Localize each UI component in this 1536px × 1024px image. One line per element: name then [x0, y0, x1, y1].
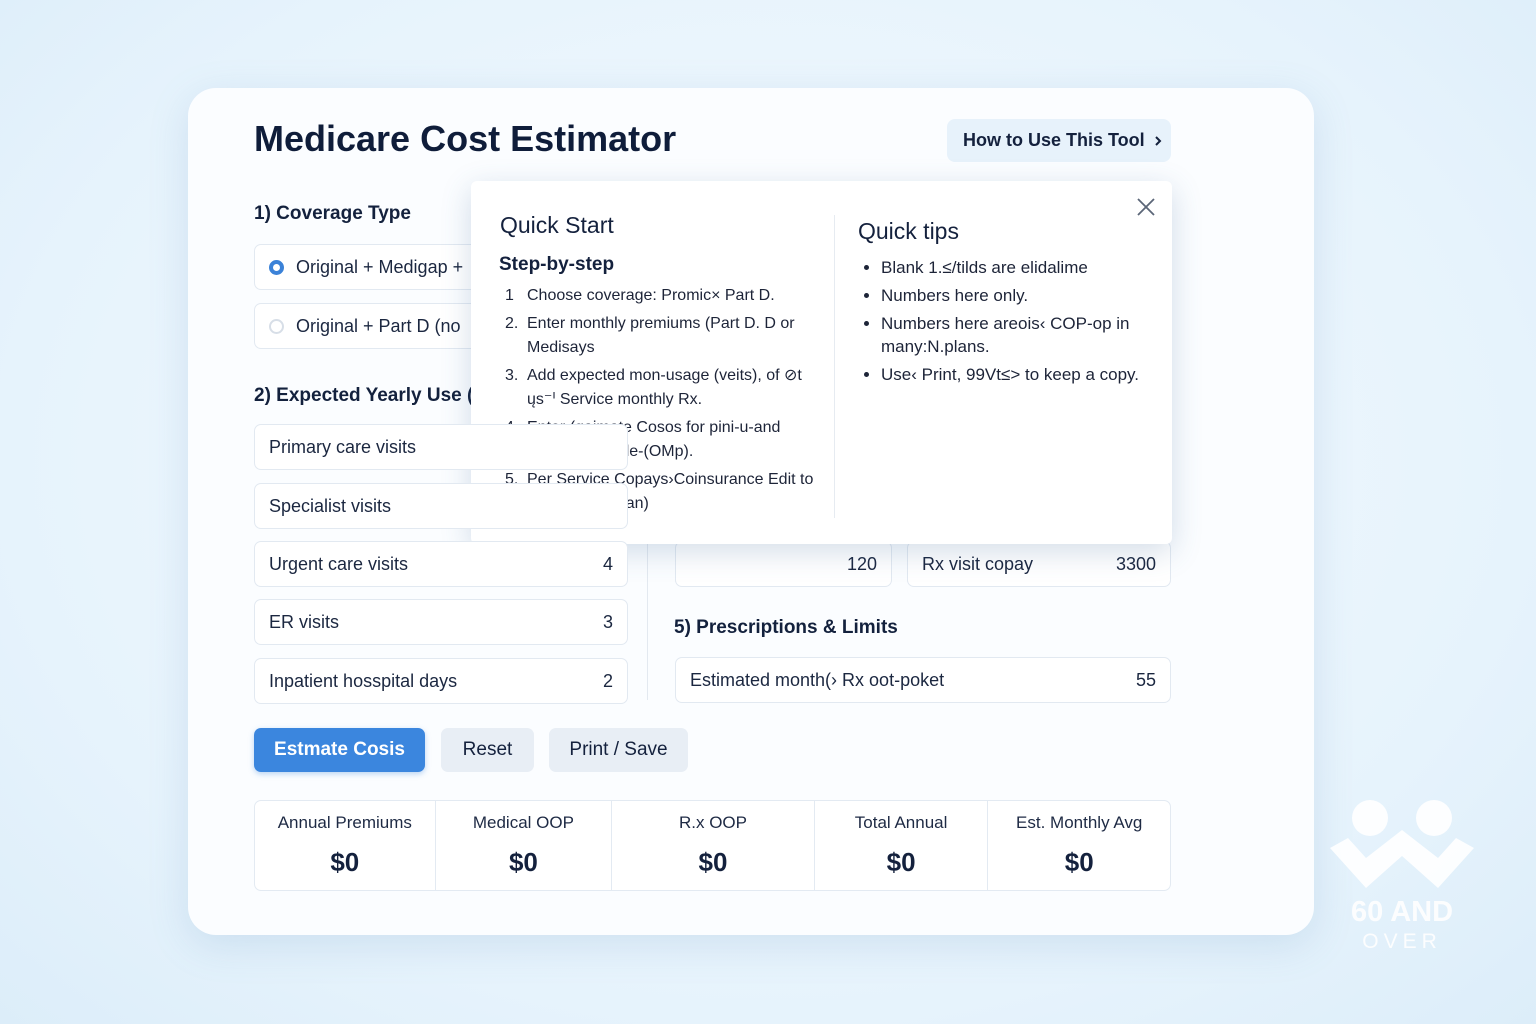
- input-field[interactable]: Specialist visits: [254, 483, 628, 529]
- reset-button[interactable]: Reset: [441, 728, 534, 772]
- section-heading: 5) Prescriptions & Limits: [674, 617, 898, 638]
- close-button[interactable]: [1136, 197, 1156, 217]
- field-label: ER visits: [269, 611, 340, 632]
- input-field[interactable]: Rx visit copay 3300: [907, 541, 1171, 587]
- step-text: Enter monthly premiums (Part D. D or Med…: [527, 315, 795, 356]
- step-number: 3.: [505, 367, 519, 384]
- step-item: 1 Choose coverage: Promic× Part D.: [498, 284, 818, 308]
- summary-value: $0: [698, 847, 728, 877]
- field-label: Rx visit copay: [922, 553, 1034, 574]
- tip-item: Blank 1.≤/tilds are elidalime: [881, 256, 1143, 279]
- field-value: 3: [602, 611, 613, 632]
- column-divider: [647, 420, 648, 700]
- estimate-button[interactable]: Estmate Cosis: [254, 728, 425, 772]
- step-text: Choose coverage: Promic× Part D.: [527, 287, 775, 304]
- summary-value: $0: [508, 847, 538, 877]
- field-value: 3300: [1115, 553, 1156, 574]
- field-value: 120: [846, 553, 877, 574]
- popup-subtitle: Step-by-step: [499, 254, 615, 275]
- tip-item: Use‹ Print, 99Vt≤> to keep a copy.: [881, 363, 1143, 386]
- summary-cell: Est. Monthly Avg $0: [988, 801, 1170, 890]
- summary-cell: Total Annual $0: [815, 801, 989, 890]
- field-label: Primary care visits: [269, 436, 417, 457]
- tip-list: Blank 1.≤/tilds are elidalime Numbers her…: [858, 256, 1143, 391]
- tip-item: Numbers here areois‹ COP-op in many:N.pl…: [881, 312, 1143, 358]
- summary-label: Annual Premiums: [277, 813, 412, 832]
- tip-item: Numbers here only.: [881, 284, 1143, 307]
- field-label: Estimated month(› Rx oot-poket: [690, 669, 945, 690]
- summary-label: Est. Monthly Avg: [1016, 813, 1143, 832]
- step-text: Add expected mon-usage (veits), of ⊘t ųs…: [527, 367, 802, 408]
- input-field[interactable]: Estimated month(› Rx oot-poket 55: [675, 657, 1171, 703]
- logo-text: 60 AND: [1350, 896, 1454, 928]
- input-field[interactable]: ER visits 3: [254, 599, 628, 645]
- page-title: Medicare Cost Estimator: [254, 118, 677, 159]
- help-button-label: How to Use This Tool: [963, 130, 1145, 150]
- step-number: 2.: [505, 315, 519, 332]
- input-field[interactable]: Primary care visits: [254, 424, 628, 470]
- option-label: Original + Part D (no: [296, 315, 461, 336]
- input-field[interactable]: 120: [675, 541, 892, 587]
- step-item: 3. Add expected mon-usage (veits), of ⊘t …: [498, 364, 818, 412]
- summary-cell: R.x OOP $0: [612, 801, 815, 890]
- summary-value: $0: [330, 847, 360, 877]
- field-label: Specialist visits: [269, 495, 392, 516]
- summary-value: $0: [1064, 847, 1094, 877]
- summary-cell: Medical OOP $0: [436, 801, 613, 890]
- logo-mark: [1330, 800, 1474, 888]
- summary-cell: Annual Premiums $0: [255, 801, 436, 890]
- step-number: 1: [505, 287, 514, 304]
- summary-label: Total Annual: [854, 813, 948, 832]
- option-label: Original + Medigap +: [296, 256, 464, 277]
- chevron-icon: [1154, 135, 1162, 146]
- summary-label: Medical OOP: [472, 813, 574, 832]
- summary-table: Annual Premiums $0 Medical OOP $0 R.x OOP $0 T…: [254, 800, 1171, 891]
- section-heading: 2) Expected Yearly Use (: [254, 385, 474, 406]
- field-value: 4: [602, 553, 613, 574]
- radio: [269, 318, 284, 334]
- radio-selected: [269, 259, 284, 275]
- input-field[interactable]: Inpatient hosspital days 2: [254, 658, 628, 704]
- help-button[interactable]: How to Use This Tool: [947, 119, 1171, 162]
- popup-title: Quick tips: [858, 218, 959, 244]
- section-heading: 1) Coverage Type: [254, 203, 411, 224]
- field-label: Inpatient hosspital days: [269, 670, 458, 691]
- popup-title: Quick Start: [500, 212, 614, 238]
- logo-text: OVER: [1362, 930, 1442, 953]
- popup-divider: [834, 215, 835, 518]
- field-value: 2: [602, 670, 613, 691]
- print-button[interactable]: Print / Save: [549, 728, 688, 772]
- field-value: 55: [1135, 669, 1156, 690]
- summary-value: $0: [886, 847, 916, 877]
- input-field[interactable]: Urgent care visits 4: [254, 541, 628, 587]
- step-item: 2. Enter monthly premiums (Part D. D or M…: [498, 312, 818, 360]
- summary-label: R.x OOP: [678, 813, 747, 832]
- field-label: Urgent care visits: [269, 553, 409, 574]
